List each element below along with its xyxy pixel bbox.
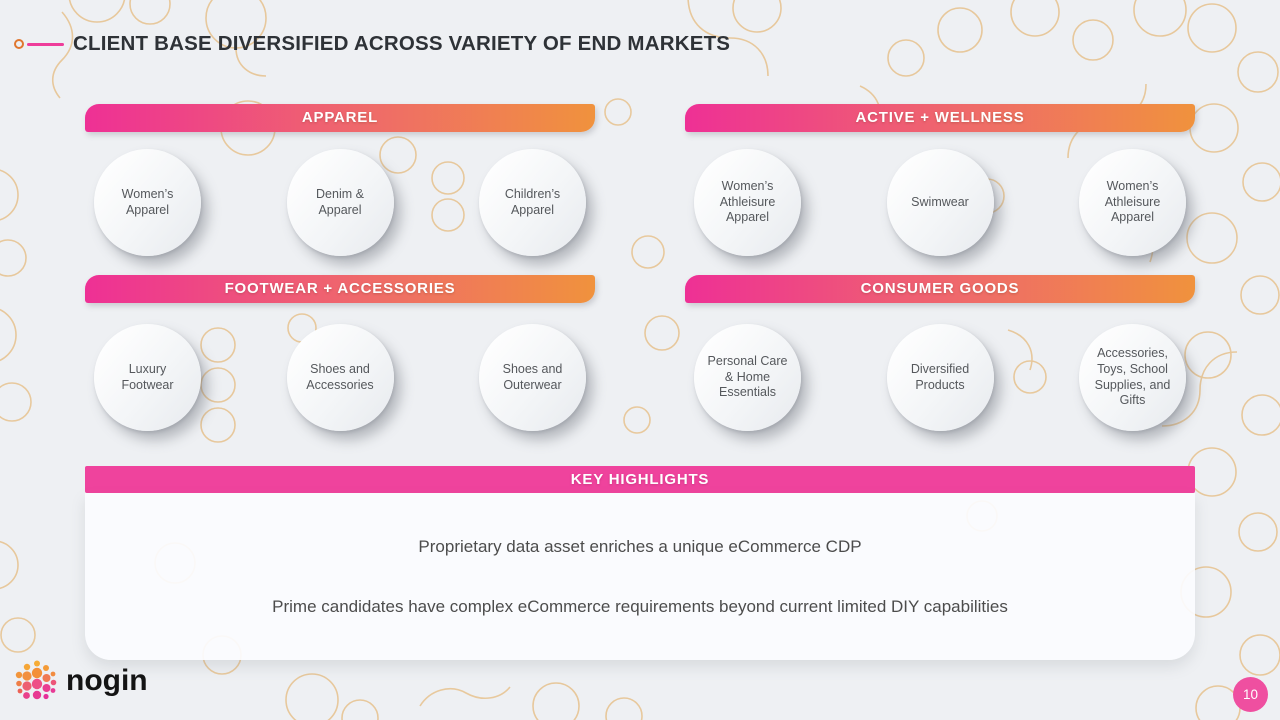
market-bubble-accessories-toys: Accessories, Toys, School Supplies, and …	[1079, 324, 1186, 431]
market-bubble-childrens-apparel: Children’s Apparel	[479, 149, 586, 256]
section-banner-footwear-accessories: FOOTWEAR + ACCESSORIES	[85, 275, 595, 303]
key-highlights-panel: Proprietary data asset enriches a unique…	[85, 493, 1195, 660]
bubble-label: Shoes and Accessories	[306, 361, 374, 392]
key-highlights-section: KEY HIGHLIGHTS Proprietary data asset en…	[85, 466, 1195, 660]
bubble-label: Luxury Footwear	[121, 361, 174, 392]
bubble-label: Denim & Apparel	[316, 186, 364, 217]
market-bubble-personal-care: Personal Care & Home Essentials	[694, 324, 801, 431]
bubble-row: Personal Care & Home Essentials Diversif…	[685, 324, 1195, 431]
section-consumer-goods: CONSUMER GOODS Personal Care & Home Esse…	[685, 275, 1195, 431]
bubble-row: Women’s Apparel Denim & Apparel Children…	[85, 149, 595, 256]
market-bubble-diversified-products: Diversified Products	[886, 324, 994, 431]
page-title: CLIENT BASE DIVERSIFIED ACROSS VARIETY O…	[73, 32, 731, 55]
highlight-point-2: Prime candidates have complex eCommerce …	[272, 597, 1008, 616]
nogin-logo: nogin	[13, 658, 148, 704]
market-bubble-womens-athleisure-2: Women’s Athleisure Apparel	[1079, 149, 1186, 256]
section-footwear-accessories: FOOTWEAR + ACCESSORIES Luxury Footwear S…	[85, 275, 595, 431]
bubble-row: Luxury Footwear Shoes and Accessories Sh…	[85, 324, 595, 431]
market-bubble-luxury-footwear: Luxury Footwear	[94, 324, 201, 431]
market-bubble-shoes-outerwear: Shoes and Outerwear	[479, 324, 586, 431]
bubble-label: Women’s Apparel	[121, 186, 174, 217]
market-bubble-womens-athleisure-1: Women’s Athleisure Apparel	[694, 149, 801, 256]
bubble-label: Children’s Apparel	[504, 186, 561, 217]
bubble-label: Swimwear	[911, 194, 969, 209]
page-number: 10	[1242, 687, 1259, 702]
section-banner-active-wellness: ACTIVE + WELLNESS	[685, 104, 1195, 132]
market-bubble-womens-apparel: Women’s Apparel	[94, 149, 201, 256]
key-highlights-banner: KEY HIGHLIGHTS	[85, 466, 1195, 493]
bubble-row: Women’s Athleisure Apparel Swimwear Wome…	[685, 149, 1195, 256]
bubble-label: Shoes and Outerwear	[502, 361, 563, 392]
bubble-label: Personal Care & Home Essentials	[707, 354, 788, 400]
nogin-logo-icon	[15, 660, 57, 700]
section-active-wellness: ACTIVE + WELLNESS Women’s Athleisure App…	[685, 104, 1195, 256]
market-bubble-swimwear: Swimwear	[886, 149, 994, 256]
bubble-label: Women’s Athleisure Apparel	[1104, 179, 1161, 225]
bubble-label: Diversified Products	[910, 361, 970, 392]
market-bubble-shoes-accessories: Shoes and Accessories	[286, 324, 394, 431]
bubble-label: Accessories, Toys, School Supplies, and …	[1094, 346, 1171, 408]
section-banner-consumer-goods: CONSUMER GOODS	[685, 275, 1195, 303]
section-banner-apparel: APPAREL	[85, 104, 595, 132]
highlight-point-1: Proprietary data asset enriches a unique…	[418, 537, 862, 556]
section-apparel: APPAREL Women’s Apparel Denim & Apparel …	[85, 104, 595, 256]
page-number-badge: 10	[1233, 677, 1268, 712]
slide-header: CLIENT BASE DIVERSIFIED ACROSS VARIETY O…	[14, 32, 730, 56]
bubble-label: Women’s Athleisure Apparel	[719, 179, 776, 225]
title-bullet-circle-icon	[14, 39, 24, 49]
market-bubble-denim-apparel: Denim & Apparel	[286, 149, 394, 256]
title-dash-icon	[27, 42, 64, 46]
nogin-logo-text: nogin	[66, 664, 148, 697]
